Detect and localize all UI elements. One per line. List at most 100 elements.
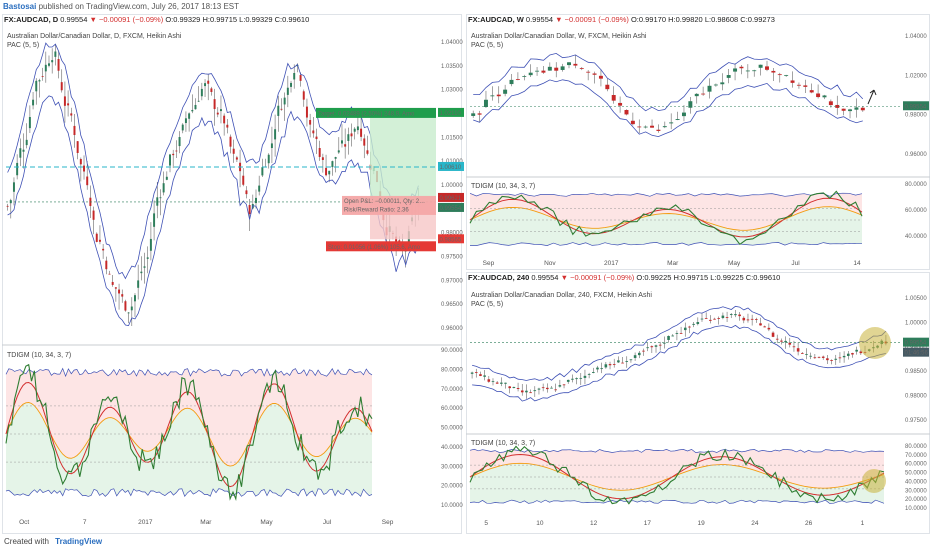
tradingview-brand-link[interactable]: TradingView <box>55 537 103 546</box>
daily-candle <box>79 159 82 165</box>
h4-candle <box>533 390 537 392</box>
h4-candle <box>654 345 658 347</box>
daily-candle <box>178 137 181 147</box>
weekly-candle <box>681 112 686 117</box>
daily-candle <box>258 185 261 192</box>
daily-candle <box>6 205 9 207</box>
daily-candle <box>334 157 337 159</box>
weekly-candle <box>777 74 782 76</box>
daily-open-label: Open P&L: −0.00011, Qty: 2… <box>344 199 425 205</box>
daily-candle <box>235 157 238 160</box>
weekly-candle <box>522 76 527 77</box>
weekly-candle <box>701 93 706 95</box>
weekly-open: O:0.99170 <box>630 15 666 24</box>
daily-candle <box>111 281 114 285</box>
h4-candle <box>520 390 524 393</box>
author-link[interactable]: Bastosai <box>3 2 37 11</box>
daily-candle <box>184 118 187 124</box>
h4-candle <box>491 381 495 383</box>
daily-tag-entry: 0.99621 <box>440 196 462 202</box>
weekly-candle <box>835 104 840 108</box>
daily-x-tick-label: 7 <box>83 519 87 526</box>
weekly-candle <box>739 66 744 69</box>
h4-x-tick-label: 1 <box>861 520 865 527</box>
daily-candle <box>290 82 293 87</box>
h4-x-tick-label: 10 <box>536 520 544 527</box>
daily-candle <box>98 239 101 242</box>
daily-candle <box>57 59 60 71</box>
daily-candle <box>360 128 363 137</box>
daily-ind-y-tick-label: 60.0000 <box>441 406 463 412</box>
daily-tdi-base-line <box>5 402 373 467</box>
daily-candle <box>299 75 302 81</box>
h4-candle <box>470 372 474 374</box>
h4-candle <box>851 353 854 355</box>
h4-pac-upper <box>471 305 887 381</box>
weekly-candle <box>528 72 533 76</box>
daily-candle <box>51 60 54 63</box>
weekly-candle <box>573 63 578 66</box>
daily-candle <box>207 80 210 84</box>
h4-candle <box>709 319 712 321</box>
h4-candle <box>629 359 633 361</box>
weekly-x-tick-label: May <box>728 260 741 267</box>
daily-candle <box>22 149 25 152</box>
weekly-candle <box>841 108 846 111</box>
daily-candle <box>108 273 111 275</box>
weekly-candle <box>848 109 853 112</box>
h4-candle <box>750 318 754 320</box>
daily-candle <box>188 113 191 119</box>
daily-candle <box>130 306 133 311</box>
daily-y-tick-label: 1.01500 <box>441 135 463 141</box>
h4-tdi-signal-line <box>469 453 885 500</box>
daily-candle <box>302 91 305 100</box>
daily-tag-entry-bg <box>438 192 464 202</box>
h4-candle <box>725 317 729 318</box>
daily-y-tick-label: 1.00000 <box>441 183 463 189</box>
weekly-x-tick-label: Sep <box>483 260 495 267</box>
h4-candle <box>846 353 850 356</box>
h4-ind-y-tick-label: 50.0000 <box>905 471 927 477</box>
weekly-candle <box>809 90 814 93</box>
weekly-candle <box>586 71 591 73</box>
daily-ind-y-tick-label: 30.0000 <box>441 464 463 470</box>
weekly-tdi-band-lower-fill <box>470 206 862 246</box>
weekly-candle <box>471 113 476 116</box>
h4-open: O:0.99225 <box>636 273 672 282</box>
weekly-candle <box>560 66 565 70</box>
h4-y-tick-label: 1.00000 <box>905 320 927 326</box>
h4-candle <box>796 348 800 352</box>
h4-candle <box>663 342 666 344</box>
weekly-tag-price-bg <box>903 101 929 111</box>
h4-candle <box>571 378 574 380</box>
daily-candle <box>48 63 50 66</box>
daily-ind-y-tick-label: 80.0000 <box>441 367 463 373</box>
h4-candle <box>855 349 858 352</box>
weekly-candle <box>713 84 718 86</box>
h4-ind-y-tick-label: 80.0000 <box>905 444 927 450</box>
daily-ind-y-tick-label: 20.0000 <box>441 484 463 490</box>
daily-candle <box>41 76 44 77</box>
h4-candle <box>763 326 766 328</box>
h4-ind-y-tick-label: 20.0000 <box>905 497 927 503</box>
charts-canvas[interactable]: Target: 0.02489 (2.50%) 248.9, Amo Open P… <box>0 0 932 534</box>
daily-tag-price: 0.99554 <box>440 206 462 212</box>
daily-high: H:0.99715 <box>202 15 238 24</box>
h4-candle <box>504 382 507 384</box>
daily-candle <box>328 170 331 175</box>
daily-tdi-vb-lower <box>5 488 373 497</box>
daily-candle <box>181 124 184 131</box>
weekly-candle <box>624 109 629 115</box>
daily-indicator-title: TDIGM (10, 34, 3, 7) <box>7 352 72 359</box>
h4-tdi-vb-upper <box>469 448 885 453</box>
weekly-candle <box>535 70 540 72</box>
h4-candle <box>792 346 796 348</box>
daily-candle <box>274 129 277 140</box>
daily-ind-y-tick-label: 10.0000 <box>441 503 463 509</box>
daily-tag-target-bg <box>438 107 464 117</box>
weekly-candle <box>503 89 508 94</box>
h4-candle <box>512 386 516 388</box>
daily-tag-cyan-bg <box>438 161 464 171</box>
h4-candle <box>838 357 842 359</box>
h4-tag-price: 0.99554 <box>905 341 927 347</box>
